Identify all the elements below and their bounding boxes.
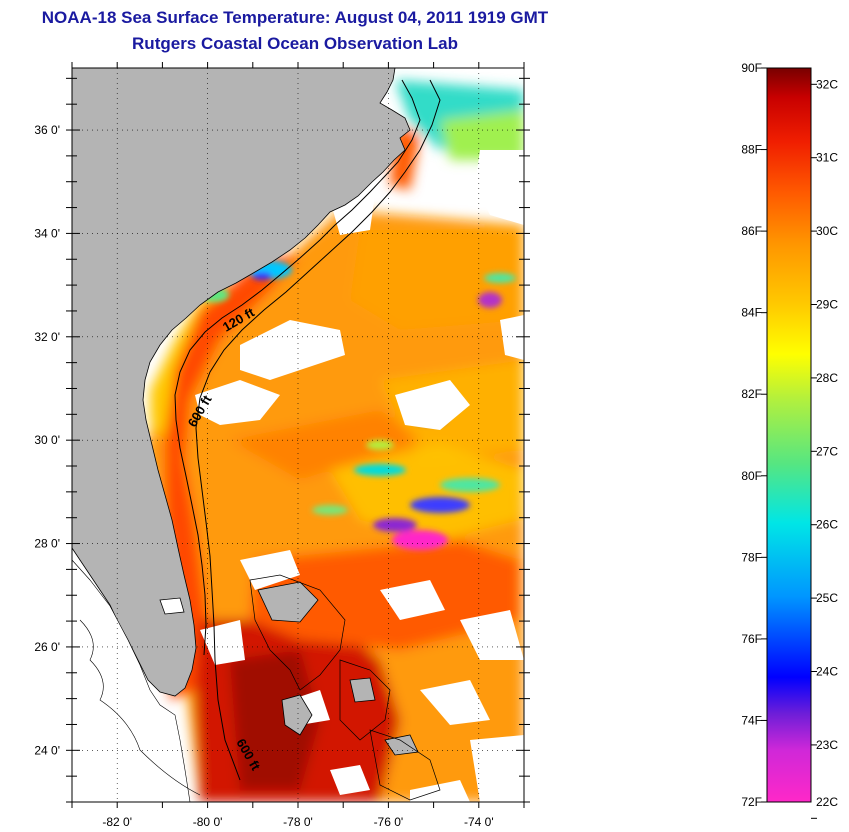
colorbar-f-label: 78F: [741, 550, 762, 564]
sst-map: [72, 68, 524, 802]
colorbar-c-label: 29C: [816, 298, 838, 312]
colorbar-f-label: 76F: [741, 632, 762, 646]
colorbar-c-label: 25C: [816, 591, 838, 605]
longitude-labels: -82 0' -80 0' -78 0' -76 0' -74 0': [102, 815, 493, 829]
map-subtitle: Rutgers Coastal Ocean Observation Lab: [132, 34, 458, 53]
colorbar-f-label: 72F: [741, 795, 762, 809]
colorbar-f-label: 82F: [741, 387, 762, 401]
colorbar-c-label: 31C: [816, 151, 838, 165]
colorbar-c-label: 30C: [816, 224, 838, 238]
lat-label: 28 0': [34, 537, 60, 551]
reef-outline: [79, 619, 201, 796]
lat-label: 24 0': [34, 743, 60, 757]
lat-label: 36 0': [34, 123, 60, 137]
map-axes: [66, 62, 530, 808]
colorbar-c-label: 24C: [816, 665, 838, 679]
latitude-labels: 36 0' 34 0' 32 0' 30 0' 28 0' 26 0' 24 0…: [34, 123, 60, 757]
lon-label: -82 0': [102, 815, 132, 829]
contour-600ft: [195, 79, 441, 781]
contour-deep: [249, 574, 441, 801]
colorbar-f-label: 84F: [741, 306, 762, 320]
colorbar-f-label: 90F: [741, 61, 762, 75]
colorbar-c-label: 32C: [816, 77, 838, 91]
lat-label: 30 0': [34, 433, 60, 447]
lon-label: -78 0': [283, 815, 313, 829]
colorbar-scale: [766, 67, 812, 803]
colorbar-c-label: 22C: [816, 795, 838, 809]
contour-120ft: [174, 79, 421, 656]
colorbar-f-label: 74F: [741, 713, 762, 727]
colorbar-f-label: 80F: [741, 469, 762, 483]
colorbar-ticks: [761, 67, 817, 819]
map-title: NOAA-18 Sea Surface Temperature: August …: [41, 8, 549, 27]
lon-label: -74 0': [464, 815, 494, 829]
colorbar-f-label: 86F: [741, 224, 762, 238]
cloud-mask: [195, 150, 524, 802]
colorbar-c-label: 28C: [816, 371, 838, 385]
lat-label: 32 0': [34, 330, 60, 344]
shallow-shelf: [72, 559, 191, 802]
lon-label: -76 0': [374, 815, 404, 829]
islands: [159, 581, 419, 756]
lat-label: 26 0': [34, 640, 60, 654]
lon-label: -80 0': [193, 815, 223, 829]
colorbar-f-label: 88F: [741, 143, 762, 157]
colorbar-c-label: 26C: [816, 518, 838, 532]
temperature-colorbar: 90F 88F 86F 84F 82F 80F 78F 76F 74F 72F …: [741, 61, 838, 819]
lat-label: 34 0': [34, 226, 60, 240]
colorbar-c-label: 27C: [816, 444, 838, 458]
land-mask: [72, 68, 411, 697]
colorbar-c-label: 23C: [816, 738, 838, 752]
